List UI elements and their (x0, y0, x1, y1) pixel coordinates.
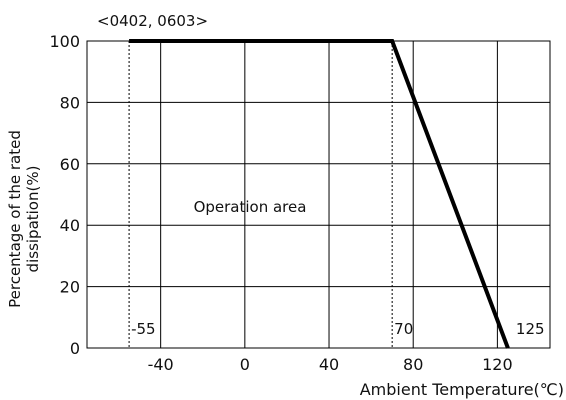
chart-labels: <0402, 0603> Ambient Temperature(℃) Perc… (6, 12, 564, 399)
grid-lines (87, 41, 550, 348)
y-tick-label: 20 (60, 278, 80, 297)
series-group (129, 39, 510, 349)
x-tick-label: -40 (148, 355, 174, 374)
x-tick-label: 80 (403, 355, 423, 374)
y-tick-label: 60 (60, 155, 80, 174)
reference-line-label: -55 (131, 320, 156, 338)
x-tick-label: 0 (240, 355, 250, 374)
y-tick-label: 0 (70, 339, 80, 358)
y-tick-label: 40 (60, 216, 80, 235)
x-axis-label: Ambient Temperature(℃) (360, 380, 564, 399)
derating-curve (129, 39, 510, 349)
point-label: 125 (516, 320, 545, 338)
operation-area-label: Operation area (194, 198, 307, 216)
x-tick-label: 40 (319, 355, 339, 374)
y-axis-label-line-1: Percentage of the rated (6, 130, 24, 308)
chart-title: <0402, 0603> (97, 12, 208, 30)
y-tick-label: 100 (49, 32, 80, 51)
reference-lines: -55 70 125 (128, 41, 545, 348)
reference-line-label: 70 (394, 320, 413, 338)
y-axis-label-line-2: dissipation(%) (24, 166, 42, 273)
tick-labels: -40 0 40 80 120 0 20 40 60 80 100 (49, 32, 512, 374)
plot-frame (86, 40, 551, 349)
y-tick-label: 80 (60, 93, 80, 112)
x-tick-label: 120 (482, 355, 513, 374)
